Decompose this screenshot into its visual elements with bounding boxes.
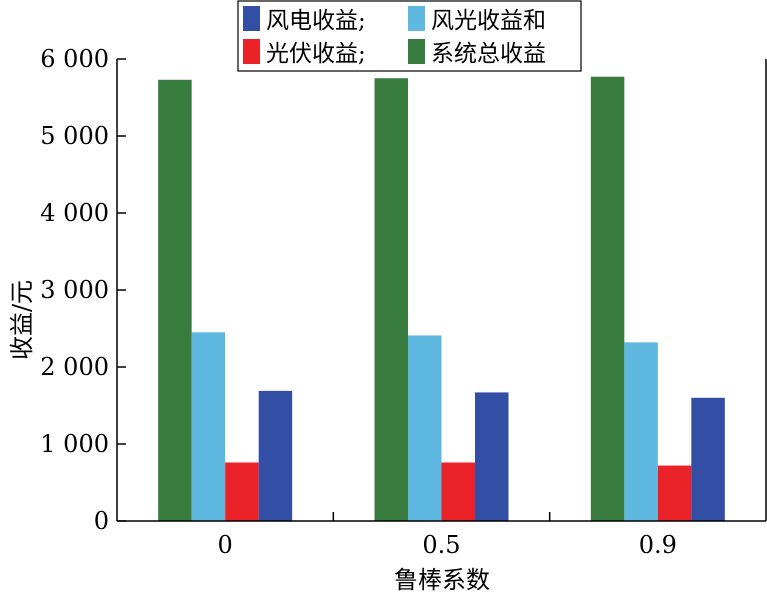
bar (408, 335, 442, 521)
bars-layer (158, 76, 725, 522)
bar (475, 392, 509, 521)
bar (441, 462, 475, 521)
legend-swatch (243, 39, 260, 64)
y-tick-label: 0 (94, 507, 109, 535)
bar (624, 342, 658, 521)
y-axis-title: 收益/元 (8, 280, 36, 360)
legend-swatch (408, 39, 425, 64)
bar (691, 397, 725, 521)
y-tick-label: 2 000 (40, 353, 109, 381)
legend-label: 风光收益和 (431, 8, 546, 34)
x-tick-label: 0.5 (422, 531, 460, 559)
y-tick-label: 3 000 (40, 276, 109, 304)
legend-label: 风电收益; (266, 8, 366, 34)
legend-swatch (243, 6, 260, 31)
x-axis-title: 鲁棒系数 (394, 566, 490, 594)
ticks-layer: 0 1 000 2 000 3 000 4 000 5 000 6 000 0 0.5 0.9 (40, 45, 677, 559)
legend-label: 系统总收益 (431, 41, 546, 67)
bar (225, 462, 259, 521)
y-tick-label: 4 000 (40, 199, 109, 227)
bar (657, 465, 692, 521)
legend-swatch (408, 6, 425, 31)
bar (374, 78, 408, 521)
legend-label: 光伏收益; (266, 41, 366, 67)
bar (158, 79, 192, 521)
x-tick-label: 0 (218, 531, 233, 559)
bar (191, 332, 226, 521)
bar (258, 390, 293, 521)
y-tick-label: 5 000 (40, 122, 109, 150)
y-tick-label: 1 000 (40, 430, 109, 458)
y-tick-label: 6 000 (40, 45, 109, 73)
x-tick-label: 0.9 (639, 531, 677, 559)
bar (590, 76, 625, 522)
